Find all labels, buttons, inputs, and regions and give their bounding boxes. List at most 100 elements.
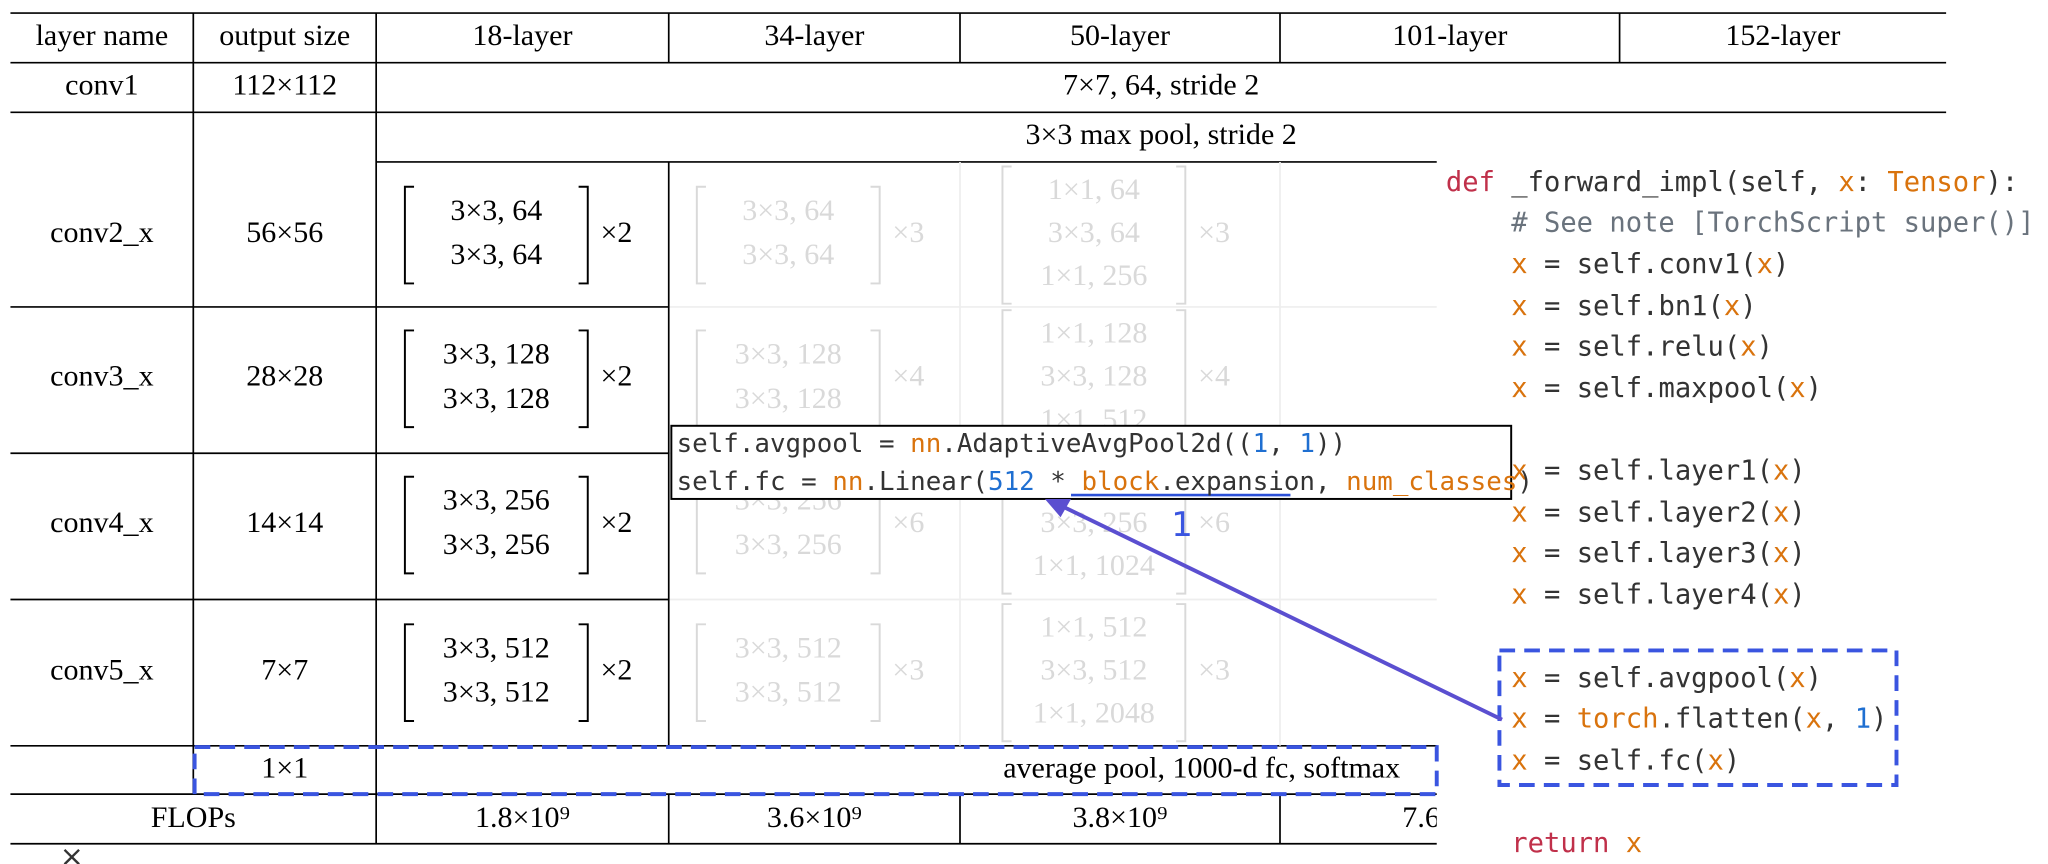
cell-text: ×2 (601, 506, 633, 539)
close-icon[interactable]: × (60, 839, 84, 864)
code-token: = (1528, 703, 1577, 734)
code-token: = (1528, 579, 1577, 610)
code-token: torch (1577, 703, 1659, 734)
code-line: return x (1446, 827, 1642, 858)
code-token: = (1528, 497, 1577, 528)
cell-text: output size (219, 19, 350, 52)
cell-text: ×2 (601, 216, 633, 249)
cell-text: 1×1, 2048 (1033, 697, 1155, 730)
code-line: x = self.relu(x) (1446, 331, 1773, 362)
cell-text: 1×1, 256 (1040, 259, 1147, 292)
cell-text: 3×3, 512 (1040, 654, 1147, 687)
code-line: def _forward_impl(self, x: Tensor): (1446, 166, 2018, 197)
code-token: self (1577, 497, 1642, 528)
code-token: avgpool (1658, 663, 1772, 694)
bracket (870, 329, 881, 429)
cell-text: 14×14 (246, 506, 323, 539)
code-token: Tensor (1887, 166, 1985, 197)
code-line: x = self.layer2(x) (1446, 497, 1806, 528)
bracket (403, 329, 415, 429)
bracket (578, 185, 589, 285)
cell-text: 3×3, 128 (735, 382, 842, 415)
cell-text: conv2_x (50, 216, 153, 249)
bracket (403, 623, 415, 722)
code-token (1446, 373, 1511, 404)
code-token: relu (1658, 331, 1723, 362)
code-token: . (1642, 579, 1658, 610)
code-token: nn (832, 466, 863, 496)
bracket (403, 185, 415, 285)
code-token: . (1642, 663, 1658, 694)
code-token: , (1822, 703, 1855, 734)
code-token: bn1 (1658, 290, 1707, 321)
code-token: maxpool (1658, 373, 1772, 404)
cell-text: 3×3, 64 (742, 194, 834, 227)
code-token: ( (1708, 290, 1724, 321)
code-token: x (1511, 373, 1527, 404)
code-token: x (1708, 745, 1724, 776)
cell-text: conv3_x (50, 360, 153, 393)
code-token: x (1773, 537, 1789, 568)
code-token: def (1446, 166, 1495, 197)
code-token: x (1789, 663, 1805, 694)
code-token: self (677, 466, 739, 496)
code-token: = (1528, 745, 1577, 776)
cell-text: 1×1, 128 (1040, 317, 1147, 350)
code-token: self (1740, 166, 1805, 197)
code-token: ( (1773, 663, 1789, 694)
cell-text: 3×3, 128 (443, 337, 550, 370)
code-token: layer3 (1658, 537, 1756, 568)
code-token: . (1642, 290, 1658, 321)
code-token: self (1577, 745, 1642, 776)
code-token: = (863, 429, 910, 459)
code-token: layer1 (1658, 455, 1756, 486)
code-token: num_classes (1346, 466, 1517, 496)
code-token (1446, 663, 1511, 694)
cell-text: 3×3, 128 (735, 337, 842, 370)
code-token: Linear (879, 466, 972, 496)
code-token: AdaptiveAvgPool2d (957, 429, 1222, 459)
code-token: ) (1789, 579, 1805, 610)
code-token: ) (1789, 455, 1805, 486)
code-token: 1 (1299, 429, 1315, 459)
bracket (1176, 603, 1187, 743)
cell-text: 50-layer (1070, 19, 1170, 52)
code-token (1446, 497, 1511, 528)
code-token: . (941, 429, 957, 459)
code-token (1446, 331, 1511, 362)
cell-text: ×3 (1198, 216, 1230, 249)
code-token: * (1035, 466, 1082, 496)
cell-text: 1×1, 64 (1048, 173, 1140, 206)
code-token (1446, 290, 1511, 321)
code-token (1446, 579, 1511, 610)
cell-text: average pool, 1000-d fc, softmax (1003, 752, 1400, 785)
cell-text: 3.6×10⁹ (767, 801, 862, 834)
cell-text: 3.8×10⁹ (1073, 801, 1168, 834)
code-token: = (1528, 455, 1577, 486)
code-token: ( (1740, 249, 1756, 280)
code-token: ) (1517, 466, 1533, 496)
annotation: 1 (1171, 505, 1193, 545)
code-token: self (1577, 331, 1642, 362)
code-token: return (1511, 827, 1609, 858)
code-token: conv1 (1658, 249, 1740, 280)
code-token: 1 (1253, 429, 1269, 459)
cell-text: 3×3, 256 (735, 528, 842, 561)
bracket (1176, 165, 1187, 305)
cell-text: 152-layer (1725, 19, 1840, 52)
code-token: ( (1757, 455, 1773, 486)
code-token: . (1658, 703, 1674, 734)
code-token: self (1577, 663, 1642, 694)
cell-text: 3×3, 512 (443, 676, 550, 709)
cell-text: ×3 (892, 216, 924, 249)
popup-line: self.avgpool = nn.AdaptiveAvgPool2d((1, … (677, 429, 1347, 459)
code-token: x (1511, 249, 1527, 280)
bracket (578, 623, 589, 722)
code-token: = (1528, 373, 1577, 404)
code-token: (( (1222, 429, 1253, 459)
code-token: , (1806, 166, 1839, 197)
code-line: x = self.conv1(x) (1446, 249, 1789, 280)
code-line: x = self.maxpool(x) (1446, 373, 1822, 404)
code-token: x (1757, 249, 1773, 280)
